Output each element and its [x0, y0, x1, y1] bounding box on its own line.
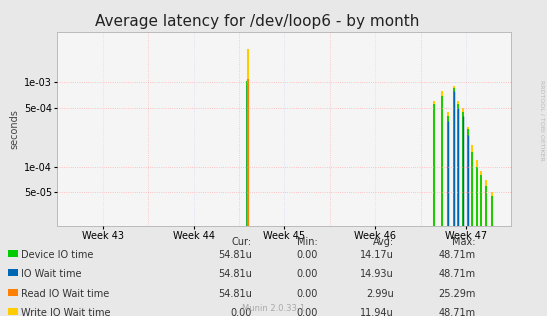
Text: Average latency for /dev/loop6 - by month: Average latency for /dev/loop6 - by mont…	[95, 14, 420, 29]
Text: 48.71m: 48.71m	[439, 250, 476, 260]
Text: IO Wait time: IO Wait time	[21, 269, 82, 279]
Text: 2.99u: 2.99u	[366, 289, 394, 299]
Text: 14.17u: 14.17u	[360, 250, 394, 260]
Text: Cur:: Cur:	[231, 237, 252, 247]
Text: 54.81u: 54.81u	[218, 289, 252, 299]
Text: RRDTOOL / TOBI OETIKER: RRDTOOL / TOBI OETIKER	[539, 80, 544, 161]
Y-axis label: seconds: seconds	[10, 109, 20, 149]
Text: 54.81u: 54.81u	[218, 250, 252, 260]
Text: 0.00: 0.00	[296, 308, 317, 316]
Text: Avg:: Avg:	[373, 237, 394, 247]
Text: 0.00: 0.00	[230, 308, 252, 316]
Text: Read IO Wait time: Read IO Wait time	[21, 289, 109, 299]
Text: 0.00: 0.00	[296, 250, 317, 260]
Text: Device IO time: Device IO time	[21, 250, 94, 260]
Text: Min:: Min:	[296, 237, 317, 247]
Text: 25.29m: 25.29m	[439, 289, 476, 299]
Text: 0.00: 0.00	[296, 289, 317, 299]
Text: Max:: Max:	[452, 237, 476, 247]
Text: 0.00: 0.00	[296, 269, 317, 279]
Text: 48.71m: 48.71m	[439, 308, 476, 316]
Text: 48.71m: 48.71m	[439, 269, 476, 279]
Text: 14.93u: 14.93u	[360, 269, 394, 279]
Text: 11.94u: 11.94u	[360, 308, 394, 316]
Text: 54.81u: 54.81u	[218, 269, 252, 279]
Text: Write IO Wait time: Write IO Wait time	[21, 308, 111, 316]
Text: Munin 2.0.33-1: Munin 2.0.33-1	[242, 305, 305, 313]
